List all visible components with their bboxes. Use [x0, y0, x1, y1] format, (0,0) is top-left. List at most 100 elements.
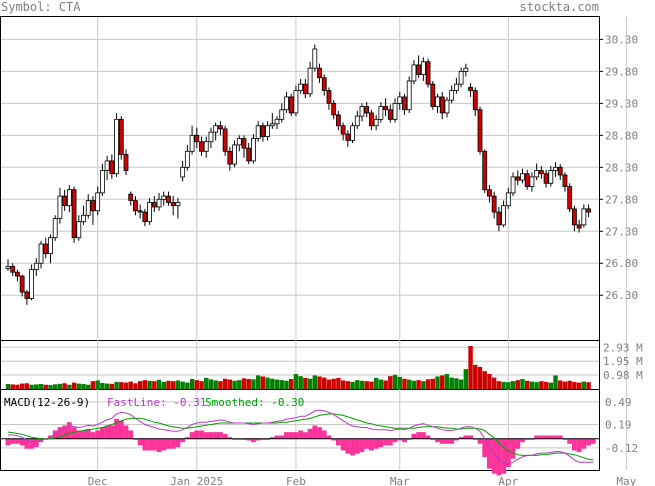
candle-body	[364, 106, 370, 114]
volume-bar	[416, 380, 421, 389]
candle-body	[317, 67, 322, 79]
volume-bar	[430, 378, 435, 389]
volume-bar	[114, 381, 119, 389]
candle-body	[369, 112, 374, 127]
candle-body	[85, 200, 91, 216]
macd-histogram-bar	[369, 438, 374, 451]
candle-body	[180, 166, 186, 178]
macd-histogram-bar	[118, 420, 124, 439]
volume-bar	[477, 366, 483, 389]
macd-tick-label: -0.12	[605, 442, 638, 455]
volume-bar	[90, 381, 96, 389]
candle-body	[147, 202, 153, 223]
macd-histogram-bar	[439, 438, 445, 444]
candle-body	[123, 154, 129, 171]
candle-body	[416, 64, 422, 75]
volume-bar	[501, 381, 506, 389]
volume-bar	[227, 379, 233, 389]
macd-histogram-bar	[189, 432, 195, 439]
site-watermark: stockta.com	[520, 0, 599, 14]
macd-histogram-bar	[227, 437, 233, 439]
candle-body	[439, 96, 445, 114]
macd-histogram-bar	[90, 432, 96, 439]
candle-body	[62, 195, 68, 207]
macd-histogram-bar	[288, 432, 294, 439]
volume-bar	[326, 379, 332, 389]
candlesticks	[5, 44, 591, 305]
volume-bar	[161, 381, 166, 389]
candle-body	[236, 138, 242, 146]
macd-histogram-bar	[331, 438, 337, 441]
macd-histogram-bar	[194, 430, 200, 439]
macd-histogram-bar	[246, 438, 252, 441]
macd-histogram-bar	[515, 438, 521, 449]
candle-body	[133, 200, 138, 212]
volume-bar	[100, 383, 105, 389]
candle-body	[293, 90, 299, 114]
volume-bar	[274, 379, 280, 389]
volume-bar	[402, 378, 407, 389]
volume-bar	[303, 377, 308, 389]
macd-fast-line	[8, 409, 594, 465]
volume-bar	[156, 379, 162, 389]
candle-body	[312, 48, 318, 69]
candle-body	[373, 118, 379, 127]
macd-histogram-bar	[477, 438, 483, 444]
candle-body	[397, 96, 403, 104]
macd-histogram-bar	[548, 435, 554, 439]
volume-bar	[194, 380, 199, 389]
macd-histogram-bar	[137, 438, 143, 446]
candle-body	[354, 115, 360, 127]
macd-histogram-bar	[274, 435, 280, 439]
candle-body	[288, 96, 294, 114]
candle-body	[33, 262, 39, 271]
macd-histogram-bar	[71, 427, 77, 439]
volume-bar	[345, 381, 351, 389]
macd-histogram-bar	[33, 438, 39, 448]
macd-histogram-bar	[208, 432, 214, 439]
candle-body	[430, 83, 436, 107]
candle-body	[217, 125, 223, 130]
macd-histogram-bar	[170, 438, 176, 449]
volume-bar	[340, 380, 346, 389]
macd-histogram-bar	[340, 438, 346, 451]
volume-bar	[185, 382, 190, 389]
volume-bar	[548, 382, 553, 389]
macd-histogram-bar	[326, 435, 332, 439]
macd-histogram-bar	[345, 438, 351, 454]
candle-body	[57, 195, 63, 219]
candle-body	[586, 208, 591, 213]
macd-histogram-bar	[81, 430, 86, 439]
macd-histogram-bar	[123, 425, 129, 439]
symbol-label: Symbol: CTA	[1, 0, 81, 14]
volume-bar	[232, 380, 237, 389]
candle-body	[302, 83, 308, 95]
macd-histogram-bar	[302, 432, 308, 439]
volume-bar	[529, 381, 535, 389]
volume-bar	[364, 381, 369, 389]
macd-histogram-bar	[482, 438, 488, 458]
candle-body	[463, 67, 469, 72]
volume-tick-label: 0.98 M	[603, 369, 643, 382]
volume-bar	[567, 380, 572, 389]
candle-body	[383, 106, 389, 111]
macd-histogram-bar	[449, 438, 455, 444]
macd-histogram-bar	[15, 438, 20, 444]
volume-bar	[218, 381, 223, 389]
macd-histogram-bar	[321, 430, 327, 439]
macd-histogram-bar	[359, 438, 365, 453]
candle-body	[38, 243, 44, 264]
candle-body	[142, 211, 148, 223]
candle-body	[420, 61, 426, 75]
macd-histogram	[1, 418, 599, 476]
volume-bars	[5, 345, 591, 389]
macd-smoothed-line	[7, 413, 594, 461]
volume-bar	[558, 380, 563, 389]
volume-bar	[392, 374, 398, 389]
candle-body	[444, 99, 450, 114]
volume-bar	[147, 380, 152, 389]
candle-body	[246, 147, 252, 162]
candle-body	[449, 90, 455, 101]
macd-histogram-bar	[572, 438, 577, 451]
